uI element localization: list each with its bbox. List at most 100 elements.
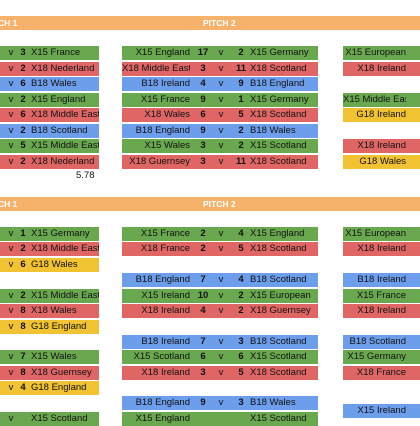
fixture-row (0, 46, 99, 60)
score-left: 6 (200, 351, 206, 362)
versus-label: v (8, 259, 14, 270)
versus-label: v (218, 94, 224, 105)
score-right: 1 (238, 94, 244, 105)
team-left: X18 Ireland (357, 140, 406, 151)
versus-label: v (218, 290, 224, 301)
pitch-1-label: CH 1 (0, 18, 18, 28)
versus-label: v (8, 382, 14, 393)
score-right: 2 (20, 290, 26, 301)
fixture-row (343, 62, 420, 76)
versus-label: v (8, 321, 14, 332)
fixture-row (0, 62, 99, 76)
fixture-row (0, 139, 99, 153)
versus-label: v (218, 140, 224, 151)
score-left: 3 (200, 367, 206, 378)
fixture-row (122, 77, 318, 91)
pitch-banner (0, 197, 420, 211)
fixture-row (122, 366, 318, 380)
team-right: X18 Scotland (250, 63, 307, 74)
score-right: 2 (238, 290, 244, 301)
team-right: X18 Scotland (250, 243, 307, 254)
fixture-row (122, 155, 318, 169)
team-left: X18 Ireland (357, 63, 406, 74)
fixture-row (343, 242, 420, 256)
team-left: X15 European (345, 47, 406, 58)
team-right: X15 Scotland (250, 351, 307, 362)
fixture-row (0, 108, 99, 122)
team-left: X15 France (140, 94, 190, 105)
score-left: 3 (200, 156, 206, 167)
score-right: 3 (20, 47, 26, 58)
pitch-2-label: PITCH 2 (203, 18, 236, 28)
score-right: 4 (20, 382, 26, 393)
versus-label: v (8, 228, 14, 239)
score-left: 9 (200, 397, 206, 408)
fixture-row (343, 289, 420, 303)
fixture-row (122, 335, 318, 349)
fixture-row (0, 320, 99, 334)
fixture-row (122, 108, 318, 122)
versus-label: v (8, 367, 14, 378)
score-left: 2 (200, 243, 206, 254)
score-right: 4 (238, 228, 244, 239)
score-left: 3 (200, 63, 206, 74)
fixture-row (122, 93, 318, 107)
score-right: 6 (20, 259, 26, 270)
team-right: X15 Germany (31, 228, 90, 239)
team-left: B18 England (135, 125, 190, 136)
fixture-row (343, 335, 420, 349)
score-right: 6 (20, 109, 26, 120)
fixture-row (122, 46, 318, 60)
team-right: X15 Scotland (31, 413, 88, 424)
team-right: X15 Wales (31, 351, 77, 362)
fixture-row (343, 404, 420, 418)
team-left: B18 England (135, 274, 190, 285)
team-right: X15 England (31, 94, 86, 105)
fixture-row (122, 350, 318, 364)
team-left: X18 Ireland (357, 243, 406, 254)
team-left: X15 Middle East (343, 94, 406, 105)
pitch-banner (0, 16, 420, 30)
fixture-row (0, 124, 99, 138)
versus-label: v (8, 63, 14, 74)
team-left: B18 Ireland (141, 336, 190, 347)
score-left: 6 (200, 109, 206, 120)
team-left: G18 Wales (359, 156, 406, 167)
score-left: 17 (197, 47, 209, 58)
team-left: B18 Ireland (141, 78, 190, 89)
score-right: 8 (20, 321, 26, 332)
score-right: 2 (238, 140, 244, 151)
team-right: X15 Scotland (250, 140, 307, 151)
score-left: 7 (200, 336, 206, 347)
score-left: 3 (200, 140, 206, 151)
team-left: X18 Ireland (357, 305, 406, 316)
fixture-row (343, 46, 420, 60)
fixture-row (122, 304, 318, 318)
score-right: 6 (238, 351, 244, 362)
team-right: B18 Wales (250, 125, 296, 136)
versus-label: v (218, 397, 224, 408)
score-right: 2 (20, 63, 26, 74)
fixture-row (0, 381, 99, 395)
score-right: 11 (235, 63, 247, 74)
team-right: B18 Scotland (250, 336, 307, 347)
score-left: 9 (200, 94, 206, 105)
team-right: X18 Middle East (31, 243, 99, 254)
team-left: B18 Scotland (349, 336, 406, 347)
versus-label: v (8, 351, 14, 362)
team-left: X18 Ireland (141, 367, 190, 378)
pitch-1-label: CH 1 (0, 199, 18, 209)
team-left: X15 Wales (144, 140, 190, 151)
team-right: X18 Guernsey (250, 305, 311, 316)
team-right: X18 Wales (31, 305, 77, 316)
fixture-row (122, 227, 318, 241)
pitch-2-label: PITCH 2 (203, 199, 236, 209)
score-right (234, 412, 248, 426)
team-right: B18 Scotland (31, 125, 88, 136)
team-left: X15 Germany (347, 351, 406, 362)
versus-label: v (218, 228, 224, 239)
fixture-row (0, 242, 99, 256)
score-right: 1 (20, 228, 26, 239)
score-right: 2 (238, 125, 244, 136)
versus-label: v (218, 351, 224, 362)
